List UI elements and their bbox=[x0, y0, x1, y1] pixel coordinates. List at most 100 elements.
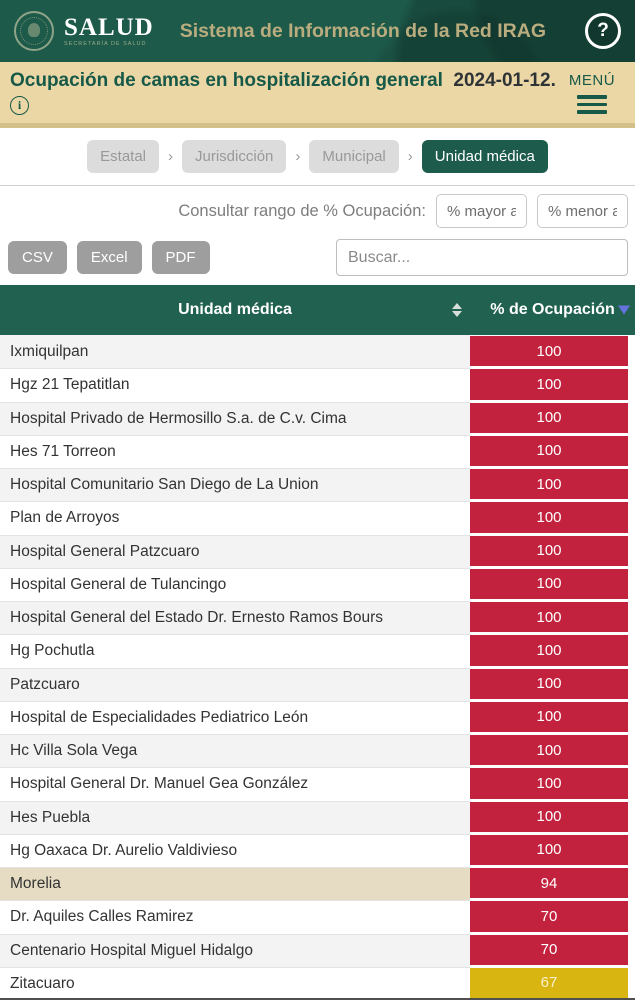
table-row[interactable]: Hospital General del Estado Dr. Ernesto … bbox=[0, 601, 635, 635]
unit-name-cell: Centenario Hospital Miguel Hidalgo bbox=[0, 933, 470, 967]
occupancy-value: 100 bbox=[470, 635, 628, 666]
unit-name-cell: Hc Villa Sola Vega bbox=[0, 734, 470, 768]
table-row[interactable]: Dr. Aquiles Calles Ramirez 70 bbox=[0, 900, 635, 934]
occupancy-value: 67 bbox=[470, 967, 628, 998]
occupancy-cell: 100 bbox=[470, 535, 635, 568]
occupancy-cell: 100 bbox=[470, 568, 635, 601]
occupancy-value: 100 bbox=[470, 502, 628, 533]
occupancy-cell: 100 bbox=[470, 468, 635, 501]
menu-label: MENÚ bbox=[568, 72, 616, 89]
breadcrumb-municipal[interactable]: Municipal bbox=[309, 140, 399, 173]
table-row[interactable]: Hg Pochutla 100 bbox=[0, 634, 635, 668]
occupancy-value: 100 bbox=[470, 402, 628, 433]
search-input[interactable] bbox=[336, 239, 628, 276]
occupancy-cell: 67 bbox=[470, 967, 635, 998]
occupancy-value: 94 bbox=[470, 868, 628, 899]
range-filter: Consultar rango de % Ocupación: bbox=[0, 186, 635, 236]
csv-export-button[interactable]: CSV bbox=[8, 241, 67, 274]
column-label: Unidad médica bbox=[178, 301, 292, 318]
excel-export-button[interactable]: Excel bbox=[76, 241, 142, 274]
hamburger-icon bbox=[577, 95, 607, 114]
breadcrumb: Estatal › Jurisdicción › Municipal › Uni… bbox=[0, 128, 635, 186]
column-header-ocupacion[interactable]: % de Ocupación bbox=[470, 285, 635, 335]
app-header: SALUD SECRETARÍA DE SALUD Sistema de Inf… bbox=[0, 0, 635, 62]
occupancy-cell: 100 bbox=[470, 701, 635, 734]
occupancy-cell: 100 bbox=[470, 801, 635, 834]
toolbar: CSV Excel PDF bbox=[0, 236, 635, 285]
occupancy-value: 70 bbox=[470, 901, 628, 932]
occupancy-cell: 100 bbox=[470, 435, 635, 468]
occupancy-value: 100 bbox=[470, 435, 628, 466]
breadcrumb-jurisdiccion[interactable]: Jurisdicción bbox=[182, 140, 287, 173]
table-row[interactable]: Plan de Arroyos 100 bbox=[0, 501, 635, 535]
unit-name-cell: Patzcuaro bbox=[0, 667, 470, 701]
pdf-export-button[interactable]: PDF bbox=[151, 241, 210, 274]
breadcrumb-unidad-medica[interactable]: Unidad médica bbox=[421, 140, 548, 173]
sort-desc-icon bbox=[618, 305, 630, 315]
occupancy-cell: 100 bbox=[470, 402, 635, 435]
table-header: Unidad médica % de Ocupación bbox=[0, 285, 635, 335]
chevron-right-icon: › bbox=[168, 148, 174, 165]
table-row[interactable]: Morelia 94 bbox=[0, 867, 635, 901]
table-row[interactable]: Hg Oaxaca Dr. Aurelio Valdivieso 100 bbox=[0, 833, 635, 867]
occupancy-cell: 70 bbox=[470, 934, 635, 967]
unit-name-cell: Zitacuaro bbox=[0, 966, 470, 998]
min-occupancy-input[interactable] bbox=[436, 194, 527, 228]
unit-name-cell: Hg Oaxaca Dr. Aurelio Valdivieso bbox=[0, 833, 470, 867]
occupancy-value: 100 bbox=[470, 535, 628, 566]
menu-button[interactable]: MENÚ bbox=[559, 70, 625, 123]
help-icon[interactable]: ? bbox=[585, 13, 621, 49]
breadcrumb-estatal[interactable]: Estatal bbox=[87, 140, 160, 173]
info-icon[interactable]: i bbox=[10, 95, 29, 115]
occupancy-value: 100 bbox=[470, 701, 628, 732]
salud-seal-icon bbox=[14, 11, 54, 51]
occupancy-cell: 94 bbox=[470, 867, 635, 900]
occupancy-value: 100 bbox=[470, 469, 628, 500]
occupancy-cell: 100 bbox=[470, 601, 635, 634]
occupancy-value: 100 bbox=[470, 602, 628, 633]
table-row[interactable]: Hospital Privado de Hermosillo S.a. de C… bbox=[0, 401, 635, 435]
table-row[interactable]: Ixmiquilpan 100 bbox=[0, 335, 635, 369]
table-row[interactable]: Hospital de Especialidades Pediatrico Le… bbox=[0, 700, 635, 734]
occupancy-cell: 100 bbox=[470, 501, 635, 534]
occupancy-cell: 100 bbox=[470, 634, 635, 667]
table-row[interactable]: Hes 71 Torreon 100 bbox=[0, 434, 635, 468]
occupancy-cell: 100 bbox=[470, 767, 635, 800]
table-row[interactable]: Centenario Hospital Miguel Hidalgo 70 bbox=[0, 933, 635, 967]
table-row[interactable]: Zitacuaro 67 bbox=[0, 966, 635, 998]
unit-name-cell: Hospital General de Tulancingo bbox=[0, 567, 470, 601]
table-row[interactable]: Hospital General de Tulancingo 100 bbox=[0, 567, 635, 601]
max-occupancy-input[interactable] bbox=[537, 194, 628, 228]
page-title: Ocupación de camas en hospitalización ge… bbox=[10, 70, 443, 91]
unit-name-cell: Hes 71 Torreon bbox=[0, 434, 470, 468]
table-row[interactable]: Patzcuaro 100 bbox=[0, 667, 635, 701]
table-row[interactable]: Hospital General Dr. Manuel Gea González… bbox=[0, 767, 635, 801]
occupancy-value: 100 bbox=[470, 369, 628, 400]
chevron-right-icon: › bbox=[407, 148, 413, 165]
unit-name-cell: Hes Puebla bbox=[0, 800, 470, 834]
column-label: % de Ocupación bbox=[490, 301, 615, 318]
table-body: Ixmiquilpan 100 Hgz 21 Tepatitlan 100 Hospit… bbox=[0, 335, 635, 1000]
unit-name-cell: Dr. Aquiles Calles Ramirez bbox=[0, 900, 470, 934]
unit-name-cell: Hospital General Dr. Manuel Gea González bbox=[0, 767, 470, 801]
unit-name-cell: Plan de Arroyos bbox=[0, 501, 470, 535]
occupancy-value: 100 bbox=[470, 336, 628, 367]
occupancy-value: 100 bbox=[470, 735, 628, 766]
occupancy-value: 100 bbox=[470, 834, 628, 865]
table-row[interactable]: Hospital Comunitario San Diego de La Uni… bbox=[0, 468, 635, 502]
table-row[interactable]: Hgz 21 Tepatitlan 100 bbox=[0, 368, 635, 402]
brand-name: SALUD bbox=[64, 13, 154, 41]
table-row[interactable]: Hospital General Patzcuaro 100 bbox=[0, 534, 635, 568]
brand-block: SALUD SECRETARÍA DE SALUD bbox=[64, 15, 154, 48]
table-row[interactable]: Hc Villa Sola Vega 100 bbox=[0, 734, 635, 768]
unit-name-cell: Ixmiquilpan bbox=[0, 335, 470, 369]
sort-both-icon bbox=[452, 303, 462, 317]
column-header-unidad-medica[interactable]: Unidad médica bbox=[0, 285, 470, 335]
unit-name-cell: Hospital General Patzcuaro bbox=[0, 534, 470, 568]
chevron-right-icon: › bbox=[295, 148, 301, 165]
unit-name-cell: Hospital Comunitario San Diego de La Uni… bbox=[0, 468, 470, 502]
unit-name-cell: Hgz 21 Tepatitlan bbox=[0, 368, 470, 402]
occupancy-cell: 100 bbox=[470, 834, 635, 867]
table-row[interactable]: Hes Puebla 100 bbox=[0, 800, 635, 834]
unit-name-cell: Hospital de Especialidades Pediatrico Le… bbox=[0, 700, 470, 734]
